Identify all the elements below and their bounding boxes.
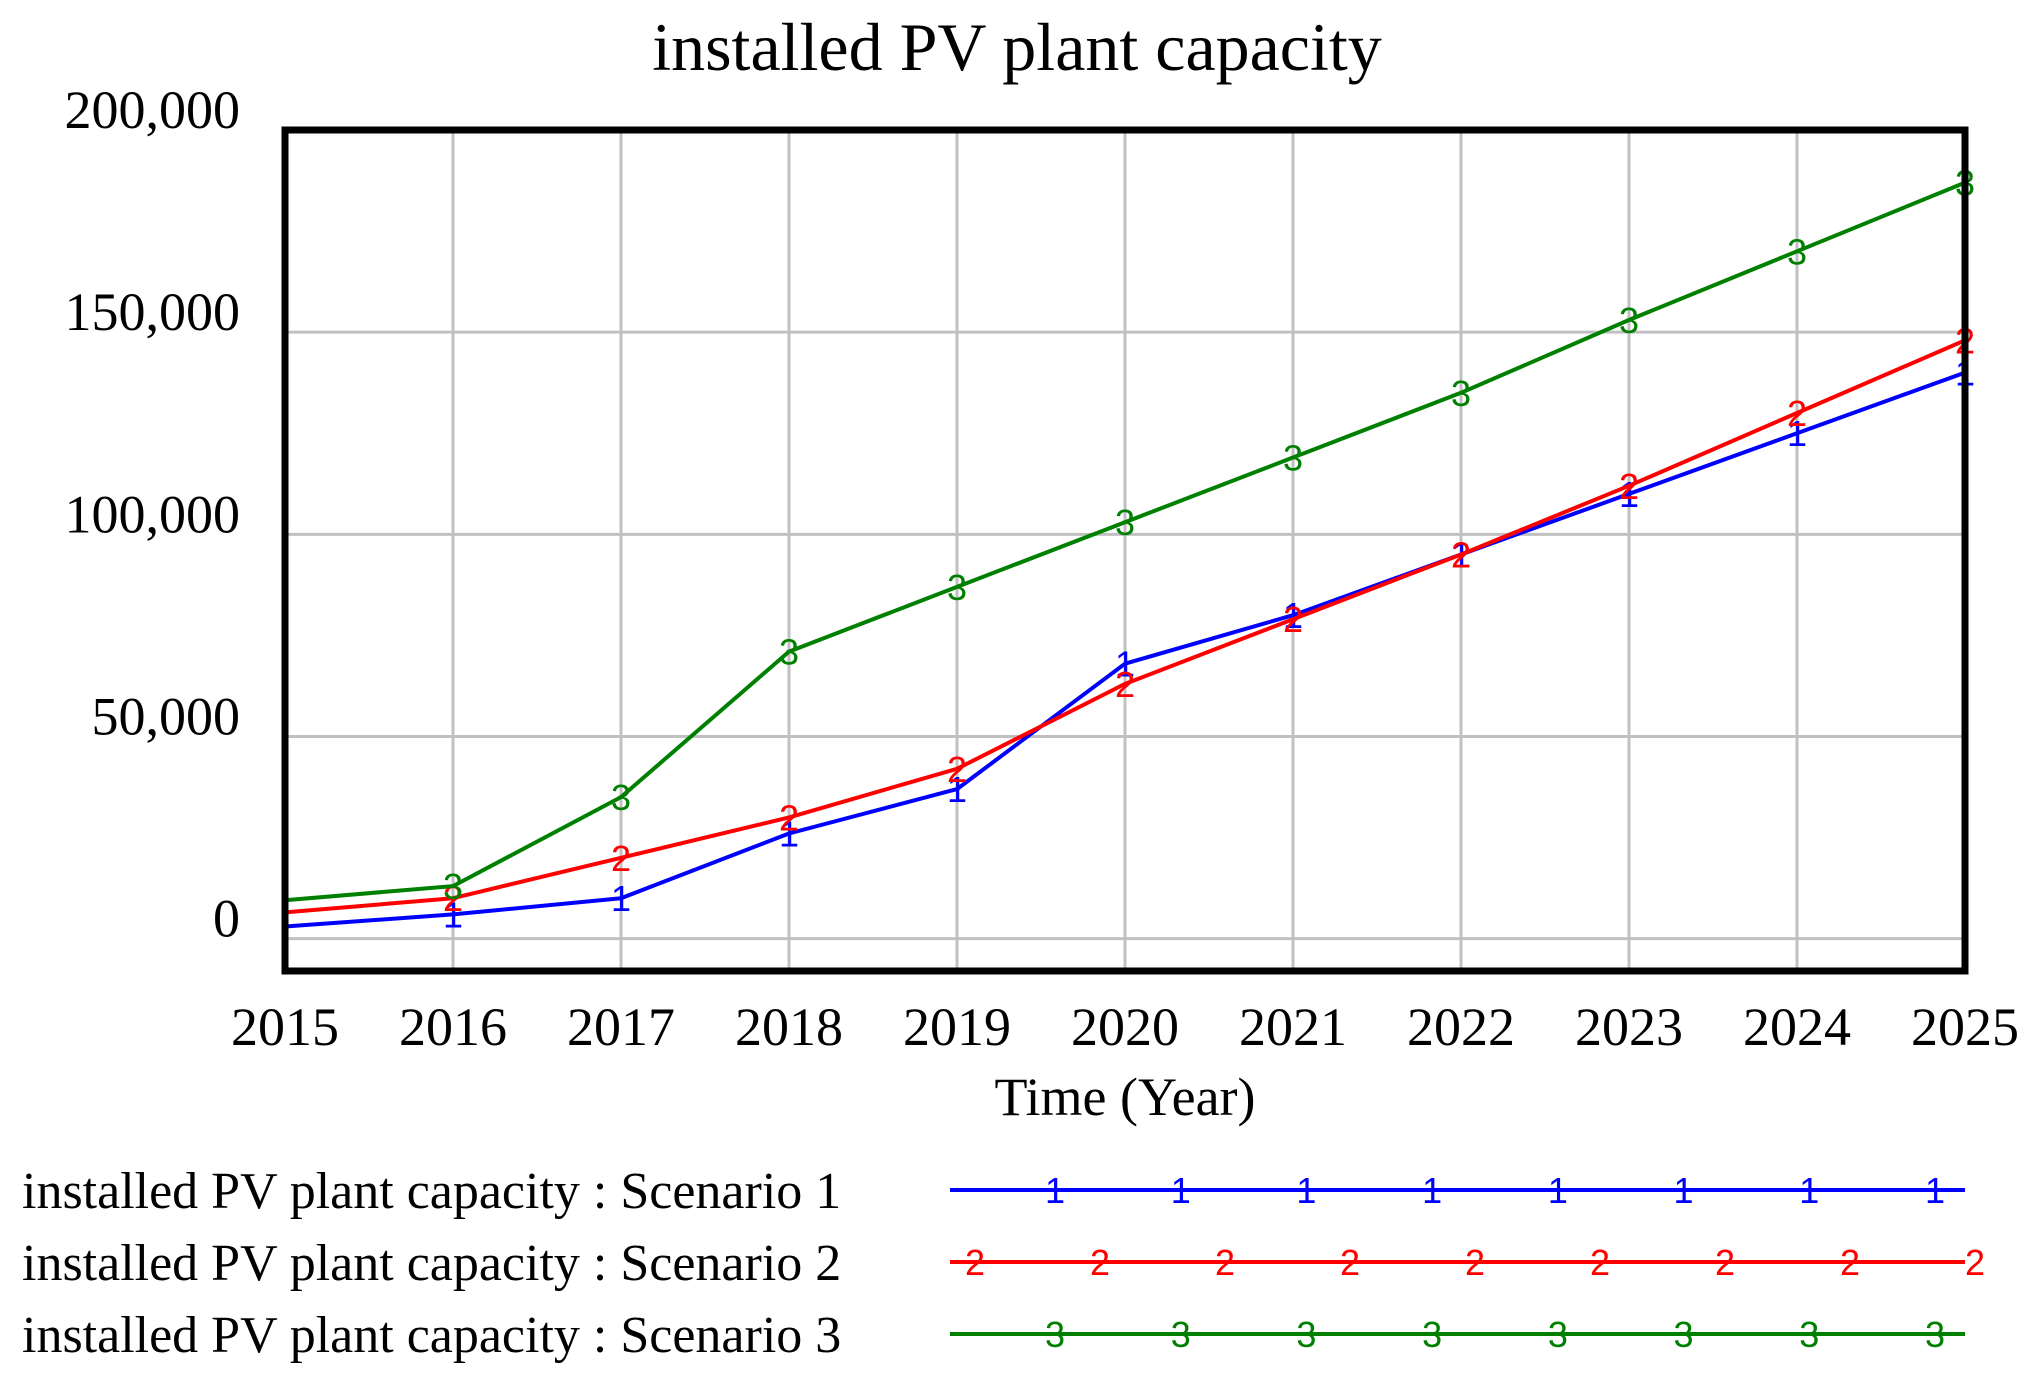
y-tick-label: 200,000 [65,80,241,140]
legend-marker: 2 [1590,1242,1610,1283]
x-tick-label: 2025 [1911,997,2019,1057]
data-point-marker: 2 [947,749,967,790]
y-tick-label: 0 [213,889,240,949]
data-point-marker: 2 [1115,664,1135,705]
data-point-marker: 3 [1787,231,1807,272]
data-point-marker: 1 [1283,595,1303,636]
legend-marker: 2 [1465,1242,1485,1283]
x-tick-label: 2021 [1239,997,1347,1057]
legend-marker: 3 [1925,1314,1945,1355]
data-point-marker: 3 [779,632,799,673]
legend-marker: 2 [1215,1242,1235,1283]
legend-marker: 1 [1548,1170,1568,1211]
data-point-marker: 3 [611,777,631,818]
data-point-marker: 2 [1451,535,1471,576]
legend-marker: 3 [1548,1314,1568,1355]
legend-marker: 1 [1045,1170,1065,1211]
x-tick-label: 2018 [735,997,843,1057]
legend-marker: 3 [1674,1314,1694,1355]
legend-marker: 2 [1090,1242,1110,1283]
x-tick-label: 2017 [567,997,675,1057]
plot-frame [281,126,1969,975]
x-tick-label: 2016 [399,997,507,1057]
data-point-marker: 1 [611,878,631,919]
data-point-marker: 3 [1619,300,1639,341]
x-tick-label: 2019 [903,997,1011,1057]
data-point-marker: 2 [1283,599,1303,640]
legend-marker: 1 [1296,1170,1316,1211]
x-tick-label: 2024 [1743,997,1851,1057]
series-line-2 [284,338,1966,915]
grid [285,130,1965,971]
x-tick-label: 2020 [1071,997,1179,1057]
x-tick-label: 2015 [231,997,339,1057]
data-point-marker: 3 [1283,438,1303,479]
data-point-marker: 2 [779,797,799,838]
data-point-marker: 2 [1787,393,1807,434]
x-tick-label: 2023 [1575,997,1683,1057]
legend-marker: 3 [1799,1314,1819,1355]
data-point-marker: 3 [947,567,967,608]
data-point-marker: 1 [443,894,463,935]
legend-marker: 1 [1799,1170,1819,1211]
legend-marker: 3 [1422,1314,1442,1355]
legend-marker: 1 [1925,1170,1945,1211]
legend-marker: 2 [1340,1242,1360,1283]
legend-marker: 2 [1840,1242,1860,1283]
legend-label-scenario-2: installed PV plant capacity : Scenario 2 [22,1235,841,1292]
data-point-marker: 1 [1115,644,1135,685]
legend-marker: 3 [1045,1314,1065,1355]
legend-marker: 1 [1171,1170,1191,1211]
series-line-3 [284,180,1966,903]
legend-marker: 2 [1715,1242,1735,1283]
data-point-marker: 2 [611,838,631,879]
data-point-marker: 2 [1619,466,1639,507]
legend-marker: 2 [1965,1242,1985,1283]
legend-label-scenario-3: installed PV plant capacity : Scenario 3 [22,1307,841,1364]
legend-label-scenario-1: installed PV plant capacity : Scenario 1 [22,1163,841,1220]
x-axis-title: Time (Year) [994,1067,1255,1127]
data-point-marker: 1 [779,814,799,855]
data-point-marker: 3 [443,866,463,907]
legend-marker: 3 [1171,1314,1191,1355]
legend: installed PV plant capacity : Scenario 1… [22,1163,1985,1364]
data-point-marker: 3 [1451,373,1471,414]
chart-title: installed PV plant capacity [652,9,1382,85]
legend-marker: 2 [965,1242,985,1283]
legend-marker: 1 [1674,1170,1694,1211]
data-point-marker: 3 [1115,502,1135,543]
series-line-1 [284,370,1966,929]
y-tick-label: 50,000 [92,686,241,746]
legend-marker: 1 [1422,1170,1442,1211]
x-axis-ticks: 2015 2016 2017 2018 2019 2020 2021 2022 2023 2024… [231,997,2019,1057]
y-axis-ticks: 0 50,000 100,000 150,000 200,000 [65,80,241,949]
x-tick-label: 2022 [1407,997,1515,1057]
y-tick-label: 150,000 [65,282,241,342]
legend-marker: 3 [1296,1314,1316,1355]
data-point-marker: 1 [947,769,967,810]
y-tick-label: 100,000 [65,484,241,544]
data-point-marker: 1 [1787,413,1807,454]
